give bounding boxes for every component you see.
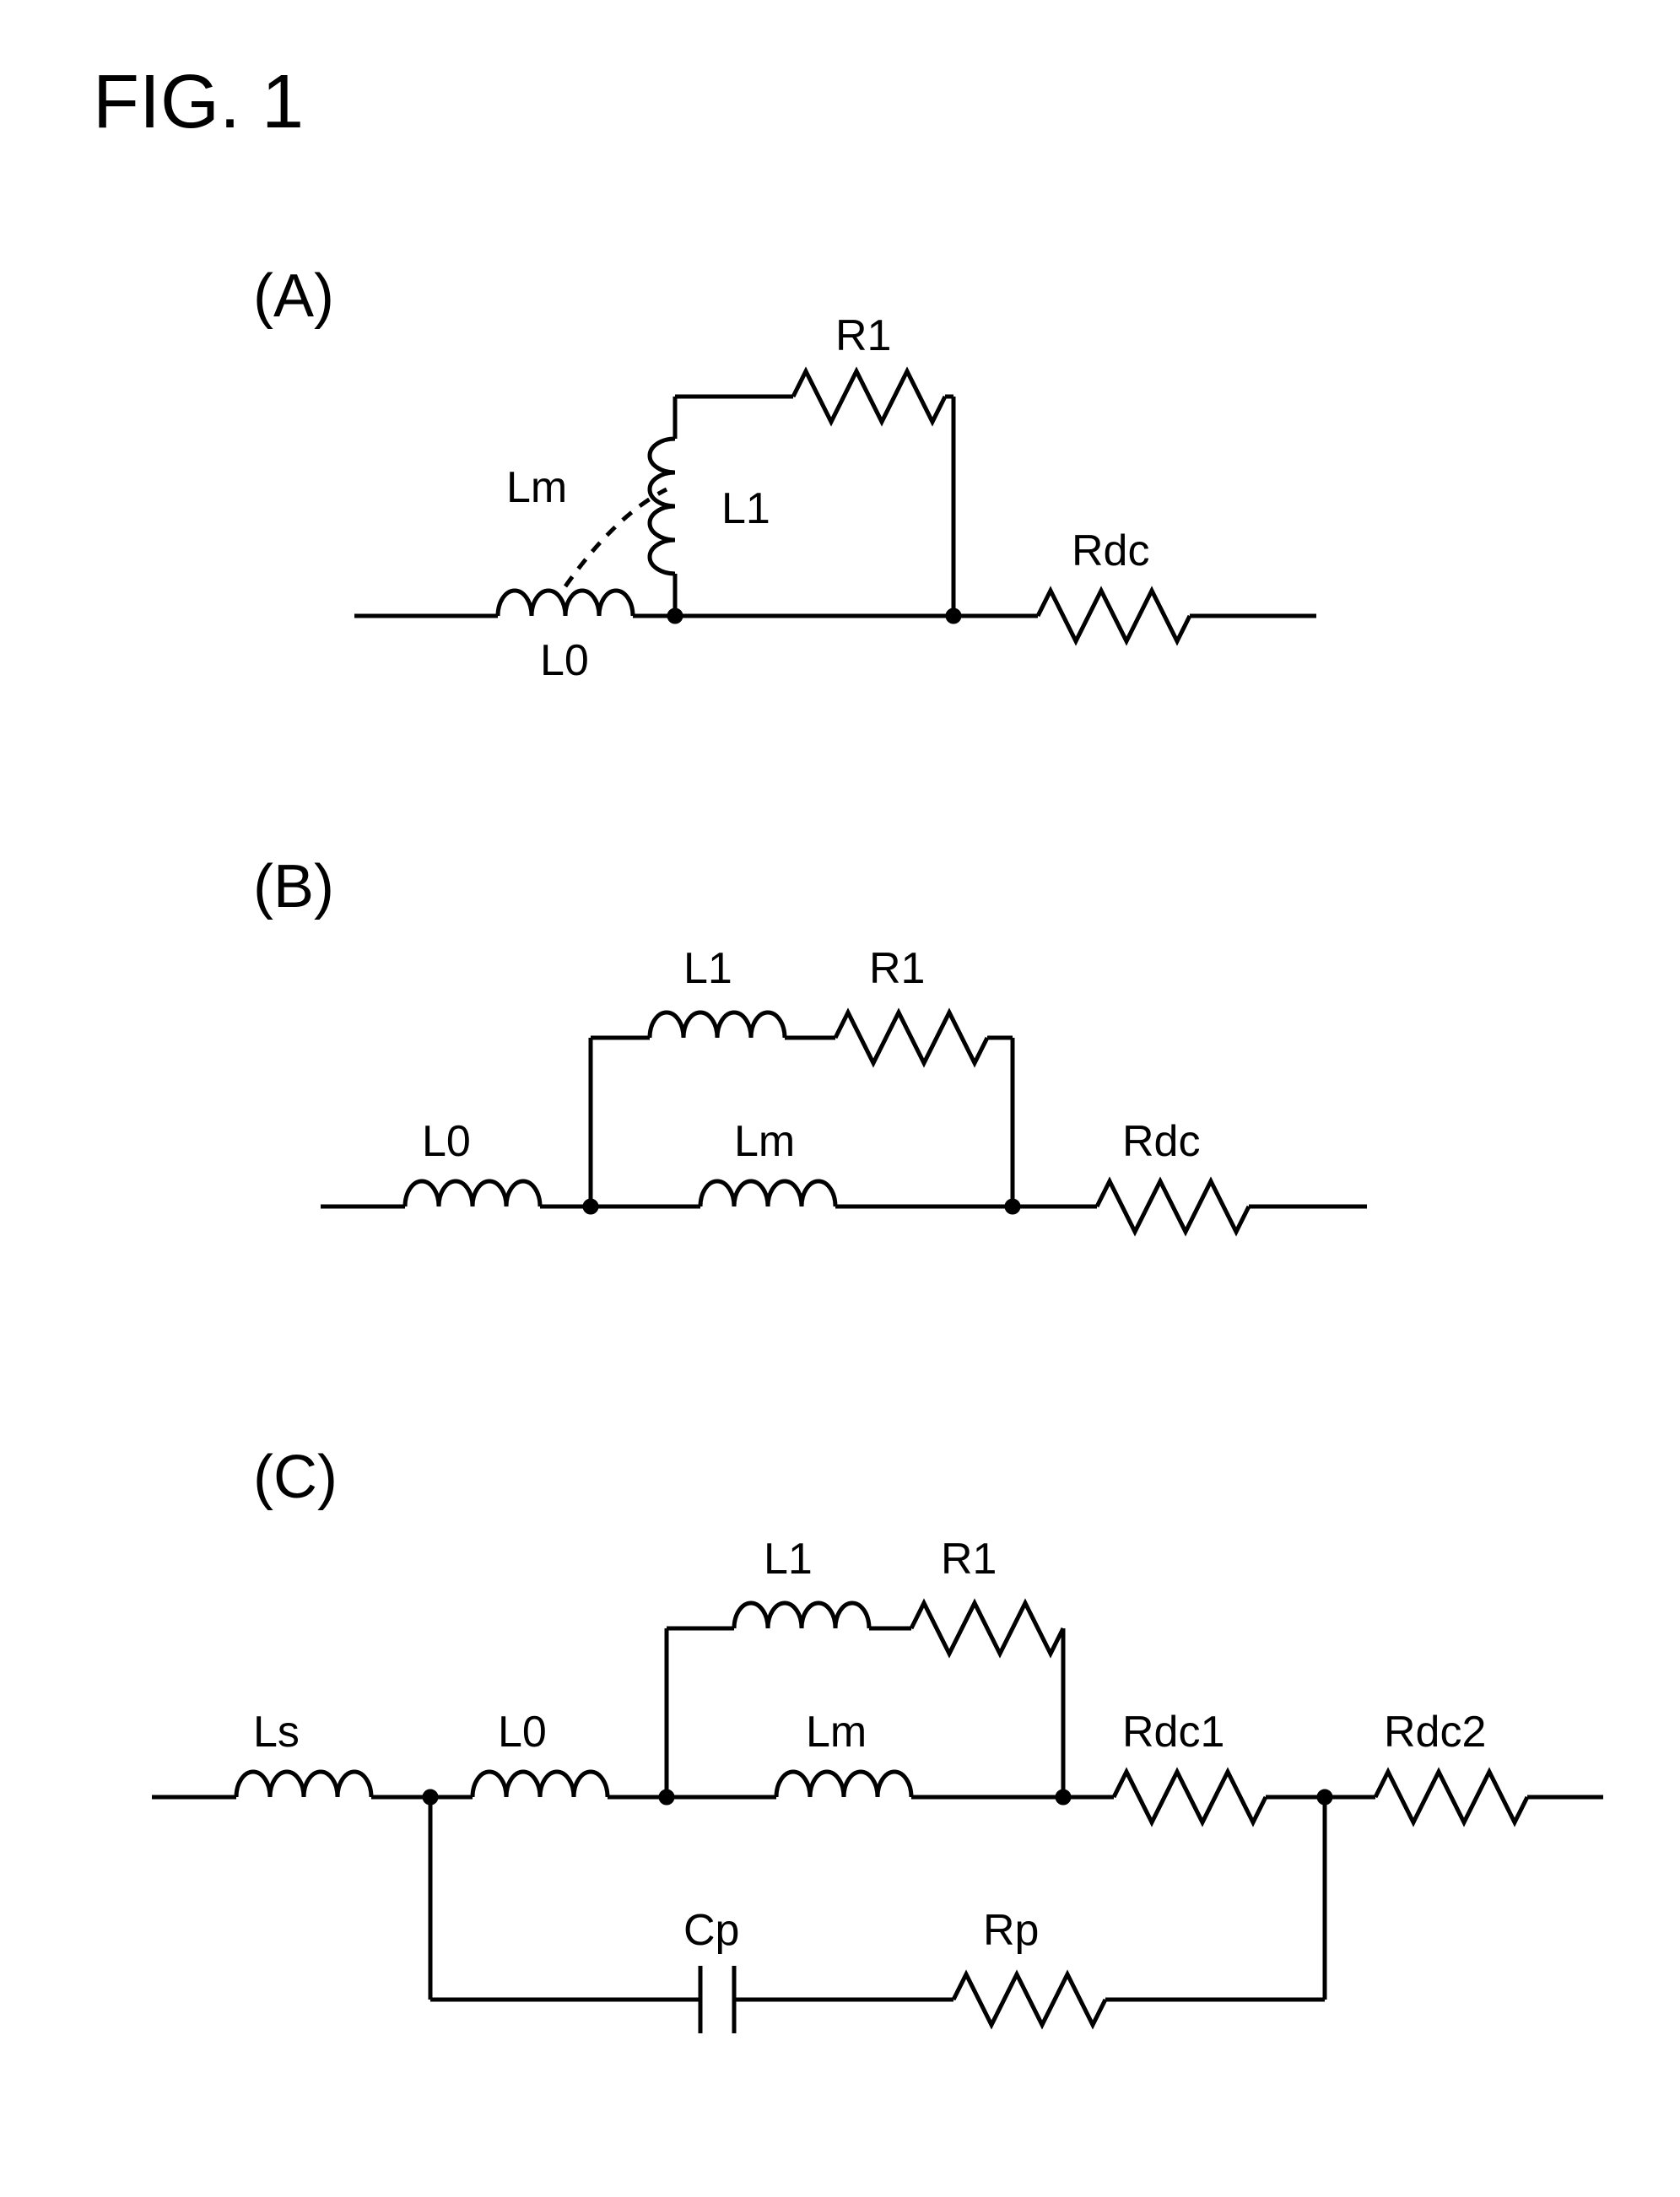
label-l1: L1 bbox=[721, 484, 770, 533]
circuit-a: L0 Lm L1 R1 Rdc bbox=[0, 253, 1680, 759]
circuit-c: Ls L0 Lm L1 R1 Rdc1 Rdc2 Cp Rp bbox=[0, 1434, 1680, 2109]
label-lm: Lm bbox=[506, 463, 567, 512]
label-c-cp: Cp bbox=[683, 1906, 739, 1955]
label-c-l0: L0 bbox=[498, 1708, 547, 1757]
label-b-lm: Lm bbox=[734, 1117, 795, 1166]
label-r1: R1 bbox=[835, 311, 891, 360]
label-c-l1: L1 bbox=[764, 1535, 813, 1584]
circuit-b: L0 Lm L1 R1 Rdc bbox=[0, 844, 1680, 1350]
label-rdc: Rdc bbox=[1072, 526, 1149, 575]
label-c-lm: Lm bbox=[806, 1708, 867, 1757]
label-b-rdc: Rdc bbox=[1122, 1117, 1200, 1166]
label-b-l0: L0 bbox=[422, 1117, 471, 1166]
label-c-ls: Ls bbox=[253, 1708, 300, 1757]
label-b-l1: L1 bbox=[683, 944, 732, 993]
label-l0: L0 bbox=[540, 636, 589, 685]
label-c-rdc1: Rdc1 bbox=[1122, 1708, 1224, 1757]
label-b-r1: R1 bbox=[869, 944, 925, 993]
figure-title: FIG. 1 bbox=[93, 59, 304, 146]
label-c-rp: Rp bbox=[983, 1906, 1039, 1955]
label-c-r1: R1 bbox=[941, 1535, 997, 1584]
page: FIG. 1 (A) (B) (C) bbox=[0, 0, 1680, 2197]
label-c-rdc2: Rdc2 bbox=[1384, 1708, 1486, 1757]
